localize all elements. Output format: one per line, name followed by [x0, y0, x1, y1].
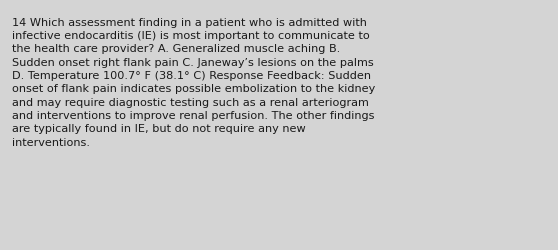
- Text: 14 Which assessment finding in a patient who is admitted with
infective endocard: 14 Which assessment finding in a patient…: [12, 18, 376, 147]
